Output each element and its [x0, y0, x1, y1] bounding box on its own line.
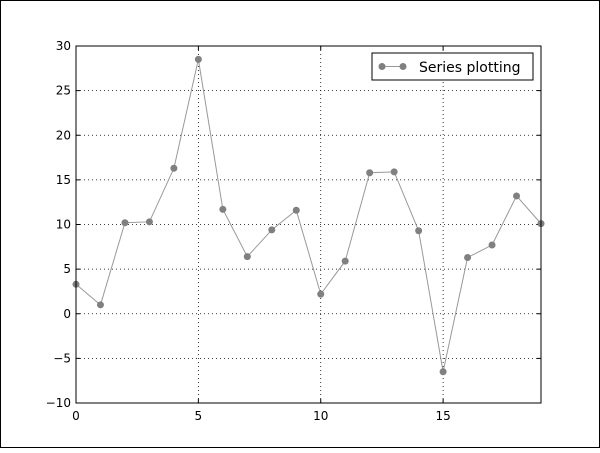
- y-tick-label: 0: [63, 307, 71, 321]
- data-point: [194, 55, 202, 63]
- x-tick-label: 15: [435, 409, 450, 423]
- data-point: [415, 227, 423, 235]
- series: [72, 55, 545, 376]
- data-point: [170, 164, 178, 172]
- data-point: [488, 241, 496, 249]
- grid: [76, 46, 541, 403]
- data-point: [390, 168, 398, 176]
- data-point: [145, 218, 153, 226]
- y-tick-label: 15: [56, 173, 71, 187]
- data-point: [513, 192, 521, 200]
- data-point: [317, 290, 325, 298]
- data-point: [121, 219, 129, 227]
- x-tick-label: 0: [72, 409, 80, 423]
- y-tick-label: 25: [56, 84, 71, 98]
- data-point: [292, 206, 300, 214]
- y-tick-label: −10: [46, 396, 71, 410]
- x-tick-label: 5: [195, 409, 203, 423]
- data-point: [366, 169, 374, 177]
- data-point: [341, 257, 349, 265]
- legend-marker-icon: [399, 63, 407, 70]
- legend: Series plotting: [371, 52, 534, 81]
- data-point: [268, 226, 276, 234]
- y-tick-label: 30: [56, 39, 71, 53]
- data-point: [439, 368, 447, 376]
- data-point: [219, 205, 227, 213]
- data-point: [243, 253, 251, 261]
- x-tick-label: 10: [313, 409, 328, 423]
- y-tick-label: −5: [53, 351, 71, 365]
- legend-marker-icon: [378, 63, 386, 70]
- data-point: [464, 254, 472, 262]
- legend-label: Series plotting: [419, 60, 520, 76]
- plot-area-border: [75, 45, 542, 404]
- ticks: 0 5 10 15 −10 −5 0 5 10 15 20 25 30: [46, 39, 541, 423]
- data-point: [96, 301, 104, 309]
- y-tick-label: 20: [56, 128, 71, 142]
- y-tick-label: 10: [56, 218, 71, 232]
- series-line: [75, 59, 542, 372]
- y-tick-label: 5: [63, 262, 71, 276]
